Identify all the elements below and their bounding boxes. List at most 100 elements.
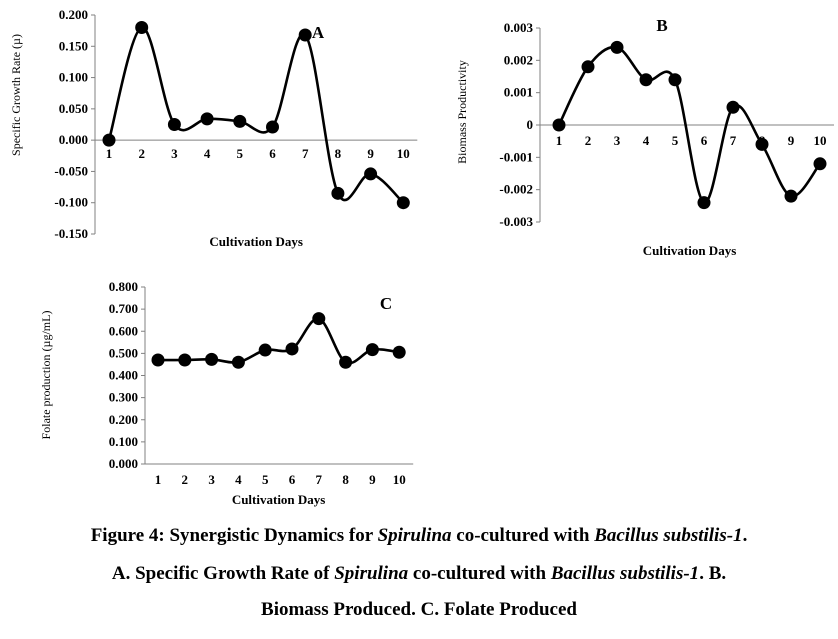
data-point	[581, 60, 595, 74]
data-point	[813, 157, 827, 171]
caption-text: Figure 4: Synergistic Dynamics for	[90, 525, 378, 546]
y-tick-label: 0.001	[504, 85, 533, 100]
caption-text: .	[742, 525, 748, 546]
x-tick-label: 7	[302, 146, 309, 161]
y-tick-label: -0.003	[499, 214, 533, 229]
data-point	[726, 100, 740, 114]
series-line	[157, 317, 400, 365]
y-tick-label: 0.050	[59, 101, 88, 116]
figure-caption-line-2: A. Specific Growth Rate of Spirulina co-…	[0, 562, 838, 585]
y-tick-label: -0.002	[499, 182, 533, 197]
x-axis-label: Cultivation Days	[232, 492, 326, 507]
x-tick-label: 6	[289, 472, 296, 487]
figure-charts: 0.200 0.150 0.100 0.050 0.000 -0.050 -0.100 -0.…	[9, 7, 834, 507]
y-tick-label: -0.050	[54, 163, 88, 178]
data-point	[610, 40, 624, 54]
data-point	[285, 342, 299, 356]
x-tick-label: 5	[672, 133, 679, 148]
data-point	[231, 355, 245, 369]
x-tick-label: 4	[235, 472, 242, 487]
x-tick-label: 9	[788, 133, 795, 148]
x-tick-label: 2	[182, 472, 189, 487]
x-axis-label: Cultivation Days	[643, 243, 737, 258]
series-line	[107, 26, 405, 204]
x-tick-label: 3	[208, 472, 215, 487]
y-tick-label: -0.001	[499, 149, 533, 164]
x-tick-label: 10	[393, 472, 406, 487]
data-point	[392, 345, 406, 359]
caption-italic: Bacillus substilis-1	[550, 563, 700, 584]
y-tick-label: 0.300	[109, 390, 138, 405]
y-tick-label: 0.100	[109, 434, 138, 449]
y-tick-label: 0.600	[109, 323, 138, 338]
y-axis-label: Folate production (µg/mL)	[39, 311, 53, 440]
series-line	[557, 45, 822, 204]
data-point	[266, 120, 279, 134]
y-tick-label: 0.800	[109, 279, 138, 294]
y-tick-label: 0.700	[109, 301, 138, 316]
data-point	[233, 114, 247, 128]
data-point	[364, 167, 378, 181]
data-point	[151, 353, 165, 367]
y-tick-label: 0.200	[59, 7, 88, 22]
x-tick-label: 8	[335, 146, 342, 161]
panel-label: B	[656, 16, 667, 35]
data-point	[298, 28, 312, 42]
data-point	[339, 355, 353, 369]
chart-panel-c: 0.800 0.700 0.600 0.500 0.400 0.300 0.200 0.100…	[39, 279, 414, 507]
data-point	[312, 312, 326, 326]
x-tick-label: 5	[262, 472, 269, 487]
figure-caption-line-1: Figure 4: Synergistic Dynamics for Spiru…	[0, 524, 838, 547]
data-point	[365, 343, 379, 357]
y-tick-label: 0.000	[109, 456, 138, 471]
caption-italic: Spirulina	[334, 563, 409, 584]
x-tick-label: 1	[155, 472, 162, 487]
data-point	[200, 112, 214, 126]
caption-text: Biomass Produced. C. Folate Produced	[261, 599, 577, 620]
x-tick-label: 2	[138, 146, 145, 161]
chart-panel-a: 0.200 0.150 0.100 0.050 0.000 -0.050 -0.100 -0.…	[9, 7, 418, 249]
data-point	[697, 196, 711, 210]
y-tick-label: 0.500	[109, 345, 138, 360]
y-tick-label: -0.150	[54, 226, 88, 241]
x-tick-label: 8	[342, 472, 349, 487]
y-tick-label: 0.400	[109, 368, 138, 383]
data-point	[668, 73, 682, 87]
data-point	[205, 352, 219, 366]
x-tick-label: 9	[367, 146, 374, 161]
y-axis-label: Biomass Productivity	[455, 60, 469, 164]
x-tick-label: 2	[585, 133, 592, 148]
caption-text: co-cultured with	[408, 563, 551, 584]
y-tick-label: 0	[527, 117, 534, 132]
y-axis-label: Specific Growth Rate (µ)	[9, 34, 23, 156]
y-tick-label: 0.002	[504, 52, 533, 67]
x-tick-label: 3	[171, 146, 178, 161]
caption-text: co-cultured with	[451, 525, 595, 546]
x-tick-label: 6	[269, 146, 276, 161]
x-tick-label: 4	[643, 133, 650, 148]
panel-label: A	[312, 23, 325, 42]
data-point	[178, 353, 192, 367]
data-point	[552, 118, 566, 132]
caption-italic: Spirulina	[377, 525, 452, 546]
caption-text: A. Specific Growth Rate of	[111, 563, 335, 584]
caption-italic: Bacillus substilis-1	[594, 525, 743, 546]
data-point	[784, 189, 798, 203]
data-point	[396, 196, 410, 210]
data-point	[755, 137, 769, 151]
data-point	[167, 118, 181, 131]
y-tick-label: 0.003	[504, 20, 534, 35]
x-tick-label: 1	[556, 133, 563, 148]
x-tick-label: 1	[106, 146, 113, 161]
x-tick-label: 10	[397, 146, 410, 161]
y-tick-label: 0.000	[59, 132, 88, 147]
x-tick-label: 7	[730, 133, 737, 148]
y-tick-label: 0.150	[59, 38, 88, 53]
data-point	[102, 133, 116, 147]
x-tick-label: 6	[701, 133, 708, 148]
data-point	[135, 21, 149, 35]
x-axis-label: Cultivation Days	[209, 234, 303, 249]
caption-text: . B.	[699, 563, 727, 584]
data-point	[331, 186, 345, 200]
y-tick-label: 0.100	[59, 70, 88, 85]
